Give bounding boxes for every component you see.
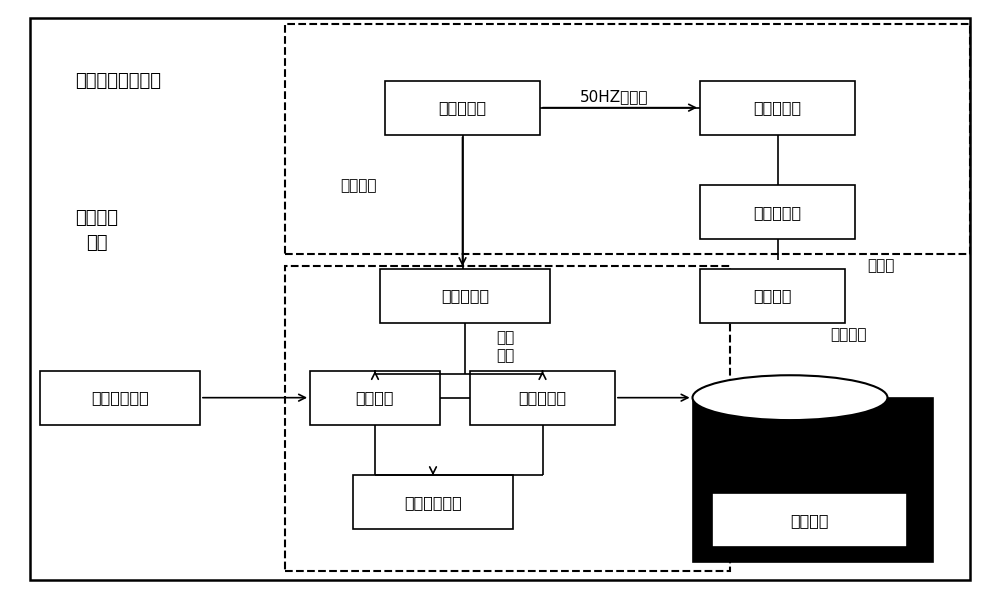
Text: 磁体模块: 磁体模块 xyxy=(790,512,829,528)
FancyBboxPatch shape xyxy=(40,371,200,425)
Text: 射频探头: 射频探头 xyxy=(830,327,866,343)
Text: 信号发生器: 信号发生器 xyxy=(438,100,487,115)
Text: 机械振动激励装置: 机械振动激励装置 xyxy=(75,72,161,90)
Text: 磁共振控制台: 磁共振控制台 xyxy=(91,390,149,405)
FancyBboxPatch shape xyxy=(380,269,550,323)
FancyBboxPatch shape xyxy=(700,269,845,323)
FancyBboxPatch shape xyxy=(470,371,615,425)
FancyBboxPatch shape xyxy=(700,81,855,135)
FancyBboxPatch shape xyxy=(700,185,855,239)
Text: 同步信号: 同步信号 xyxy=(340,178,376,193)
Text: 50HZ正弦波: 50HZ正弦波 xyxy=(580,89,648,105)
FancyBboxPatch shape xyxy=(693,398,933,562)
FancyBboxPatch shape xyxy=(385,81,540,135)
Text: 传动杆: 传动杆 xyxy=(867,258,894,274)
FancyBboxPatch shape xyxy=(353,475,513,529)
Ellipse shape xyxy=(692,376,888,420)
Text: 核磁共振
系统: 核磁共振 系统 xyxy=(75,209,118,252)
Text: 磁共振谱仪: 磁共振谱仪 xyxy=(441,288,489,304)
Text: 射频功放: 射频功放 xyxy=(356,390,394,405)
Text: 被测物体: 被测物体 xyxy=(753,288,792,304)
Text: 门控
信号: 门控 信号 xyxy=(496,331,514,363)
FancyBboxPatch shape xyxy=(310,371,440,425)
Text: 功率放大器: 功率放大器 xyxy=(753,100,802,115)
FancyBboxPatch shape xyxy=(30,18,970,580)
Text: 收发切换开关: 收发切换开关 xyxy=(404,495,462,510)
FancyBboxPatch shape xyxy=(712,493,907,547)
Text: 振动发生器: 振动发生器 xyxy=(753,205,802,220)
Text: 前置放大器: 前置放大器 xyxy=(518,390,567,405)
